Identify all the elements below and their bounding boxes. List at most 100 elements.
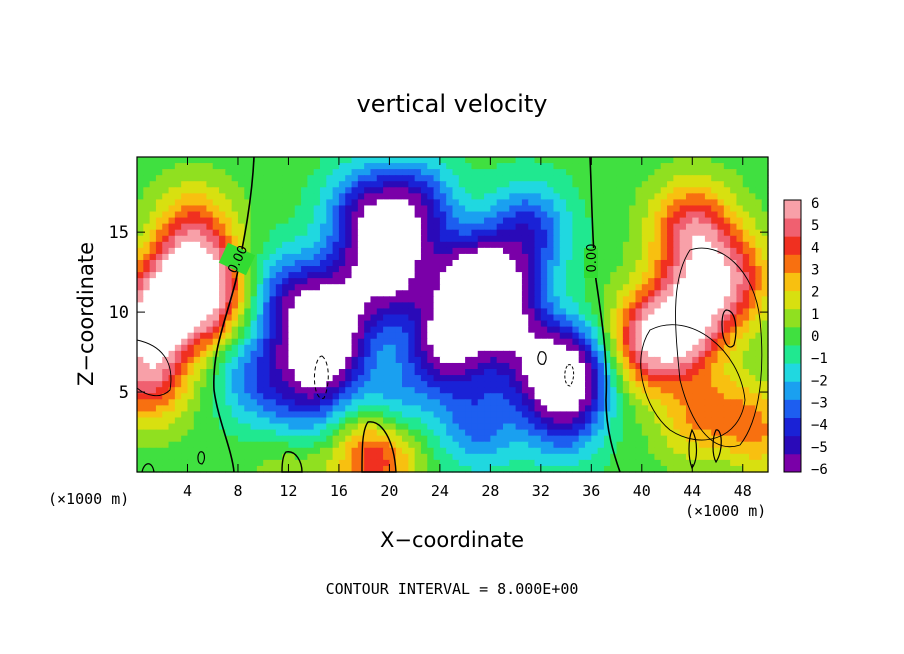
heatmap-cell [402,272,409,279]
heatmap-cell [282,350,290,358]
heatmap-cell [137,375,144,382]
heatmap-cell [629,181,637,188]
heatmap-cell [685,205,693,213]
heatmap-cell [698,362,706,370]
heatmap-cell [603,211,611,219]
heatmap-cell [225,350,233,358]
heatmap-cell [578,266,586,273]
heatmap-cell [509,381,517,388]
heatmap-cell [585,193,592,201]
heatmap-cell [559,338,567,346]
heatmap-cell [237,223,245,231]
heatmap-cell [237,314,245,322]
heatmap-cell [168,369,176,376]
heatmap-cell [528,253,536,261]
heatmap-cell [244,157,252,164]
heatmap-cell [370,187,378,194]
heatmap-cell [351,235,359,243]
heatmap-cell [338,302,346,310]
heatmap-cell [578,229,586,237]
heatmap-cell [742,296,750,303]
heatmap-cell [572,296,580,303]
heatmap-cell [749,393,756,400]
heatmap-cell [452,362,460,370]
heatmap-cell [345,338,353,346]
heatmap-cell [244,332,252,340]
heatmap-cell [566,362,573,370]
heatmap-cell [502,387,510,394]
heatmap-cell [698,157,706,164]
heatmap-cell [376,181,384,188]
heatmap-cell [149,235,157,243]
heatmap-cell [755,175,763,182]
heatmap-cell [256,399,264,406]
heatmap-cell [313,381,321,388]
heatmap-cell [294,199,302,207]
heatmap-cell [357,175,365,182]
heatmap-cell [648,381,656,388]
heatmap-cell [370,429,378,437]
heatmap-cell [250,447,258,455]
heatmap-cell [357,247,365,255]
heatmap-cell [572,405,580,413]
heatmap-cell [402,393,409,400]
heatmap-cell [502,278,510,285]
heatmap-cell [667,272,674,279]
heatmap-cell [528,314,536,322]
heatmap-cell [547,290,555,297]
heatmap-cell [477,187,485,194]
heatmap-cell [237,199,245,207]
heatmap-cell [496,314,504,322]
heatmap-cell [585,217,592,225]
heatmap-cell [168,229,176,237]
heatmap-cell [395,241,403,249]
heatmap-cell [559,393,567,400]
heatmap-cell [755,235,763,243]
heatmap-cell [149,278,157,285]
heatmap-cell [414,441,422,449]
heatmap-cell [307,387,315,394]
heatmap-cell [402,429,409,437]
heatmap-cell [420,284,428,291]
heatmap-cell [704,278,712,285]
heatmap-cell [547,163,555,170]
heatmap-cell [629,308,637,316]
heatmap-cell [420,157,428,164]
heatmap-cell [427,253,435,261]
heatmap-cell [212,223,220,231]
heatmap-cell [250,199,258,207]
heatmap-cell [174,362,182,370]
heatmap-cell [755,205,763,213]
heatmap-cell [288,369,296,376]
heatmap-cell [256,369,264,376]
heatmap-cell [174,344,182,352]
heatmap-cell [641,375,649,382]
heatmap-cell [673,369,681,376]
heatmap-cell [585,399,592,406]
heatmap-cell [742,435,750,443]
heatmap-cell [736,253,744,261]
heatmap-cell [711,356,719,364]
heatmap-cell [730,223,738,231]
heatmap-cell [395,356,403,364]
heatmap-cell [622,175,630,182]
heatmap-cell [654,181,662,188]
heatmap-cell [402,290,409,297]
heatmap-cell [685,217,693,225]
heatmap-cell [237,187,245,194]
heatmap-cell [275,362,283,370]
heatmap-cell [730,181,738,188]
heatmap-cell [137,241,144,249]
heatmap-cell [200,326,208,334]
heatmap-cell [288,253,296,261]
heatmap-cell [256,326,264,334]
heatmap-cell [383,369,390,376]
heatmap-cell [408,350,416,358]
heatmap-cell [597,223,605,231]
heatmap-cell [685,350,693,358]
heatmap-cell [313,332,321,340]
heatmap-cell [143,205,151,213]
heatmap-cell [408,211,416,219]
heatmap-cell [471,332,479,340]
heatmap-cell [629,356,637,364]
